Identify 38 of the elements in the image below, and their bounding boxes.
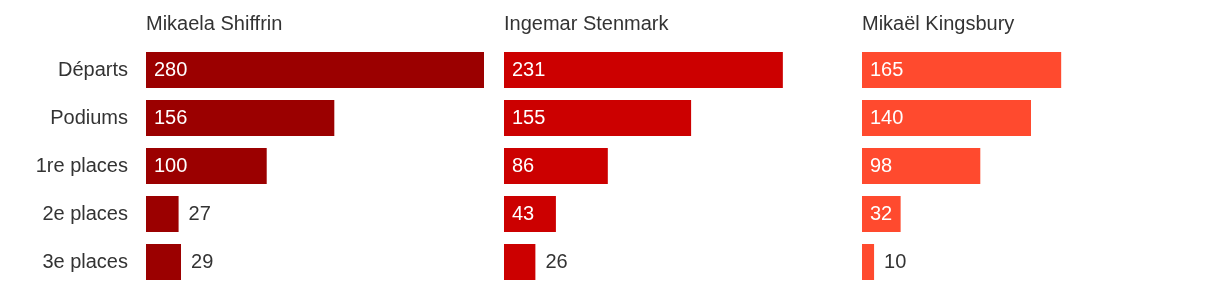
y-tick-label: 3e places — [42, 249, 128, 272]
data-label: 165 — [870, 57, 904, 80]
data-label: 100 — [154, 153, 188, 176]
bar — [862, 196, 901, 232]
data-label: 29 — [191, 249, 214, 272]
bar — [504, 148, 608, 184]
y-tick-label: Podiums — [50, 105, 128, 128]
data-label: 32 — [870, 201, 893, 224]
bar — [504, 100, 692, 136]
chart-title: Mikaël Kingsbury — [862, 11, 1016, 36]
bar — [862, 52, 1062, 88]
bar — [146, 148, 267, 184]
data-label: 10 — [884, 249, 907, 272]
data-label: 27 — [188, 201, 211, 224]
bar — [504, 196, 556, 232]
bar — [146, 244, 182, 280]
bar — [504, 244, 536, 280]
bar — [146, 196, 179, 232]
data-label: 280 — [154, 57, 188, 80]
data-label: 155 — [512, 105, 546, 128]
bar — [146, 52, 484, 88]
chart-title: Mikaela Shiffrin — [145, 11, 284, 36]
data-label: 156 — [154, 105, 188, 128]
data-label: 43 — [512, 201, 535, 224]
y-tick-label: 1re places — [35, 153, 128, 176]
data-label: 26 — [545, 249, 568, 272]
data-label: 86 — [512, 153, 535, 176]
bar — [862, 148, 981, 184]
bar — [862, 244, 875, 280]
bar — [862, 100, 1031, 136]
bar — [504, 52, 783, 88]
chart-title: Ingemar Stenmark — [504, 11, 670, 36]
bar — [146, 100, 335, 136]
data-label: 98 — [870, 153, 893, 176]
y-tick-label: 2e places — [42, 201, 128, 224]
y-tick-label: Départs — [57, 57, 128, 80]
data-label: 231 — [512, 57, 546, 80]
data-label: 140 — [870, 105, 904, 128]
